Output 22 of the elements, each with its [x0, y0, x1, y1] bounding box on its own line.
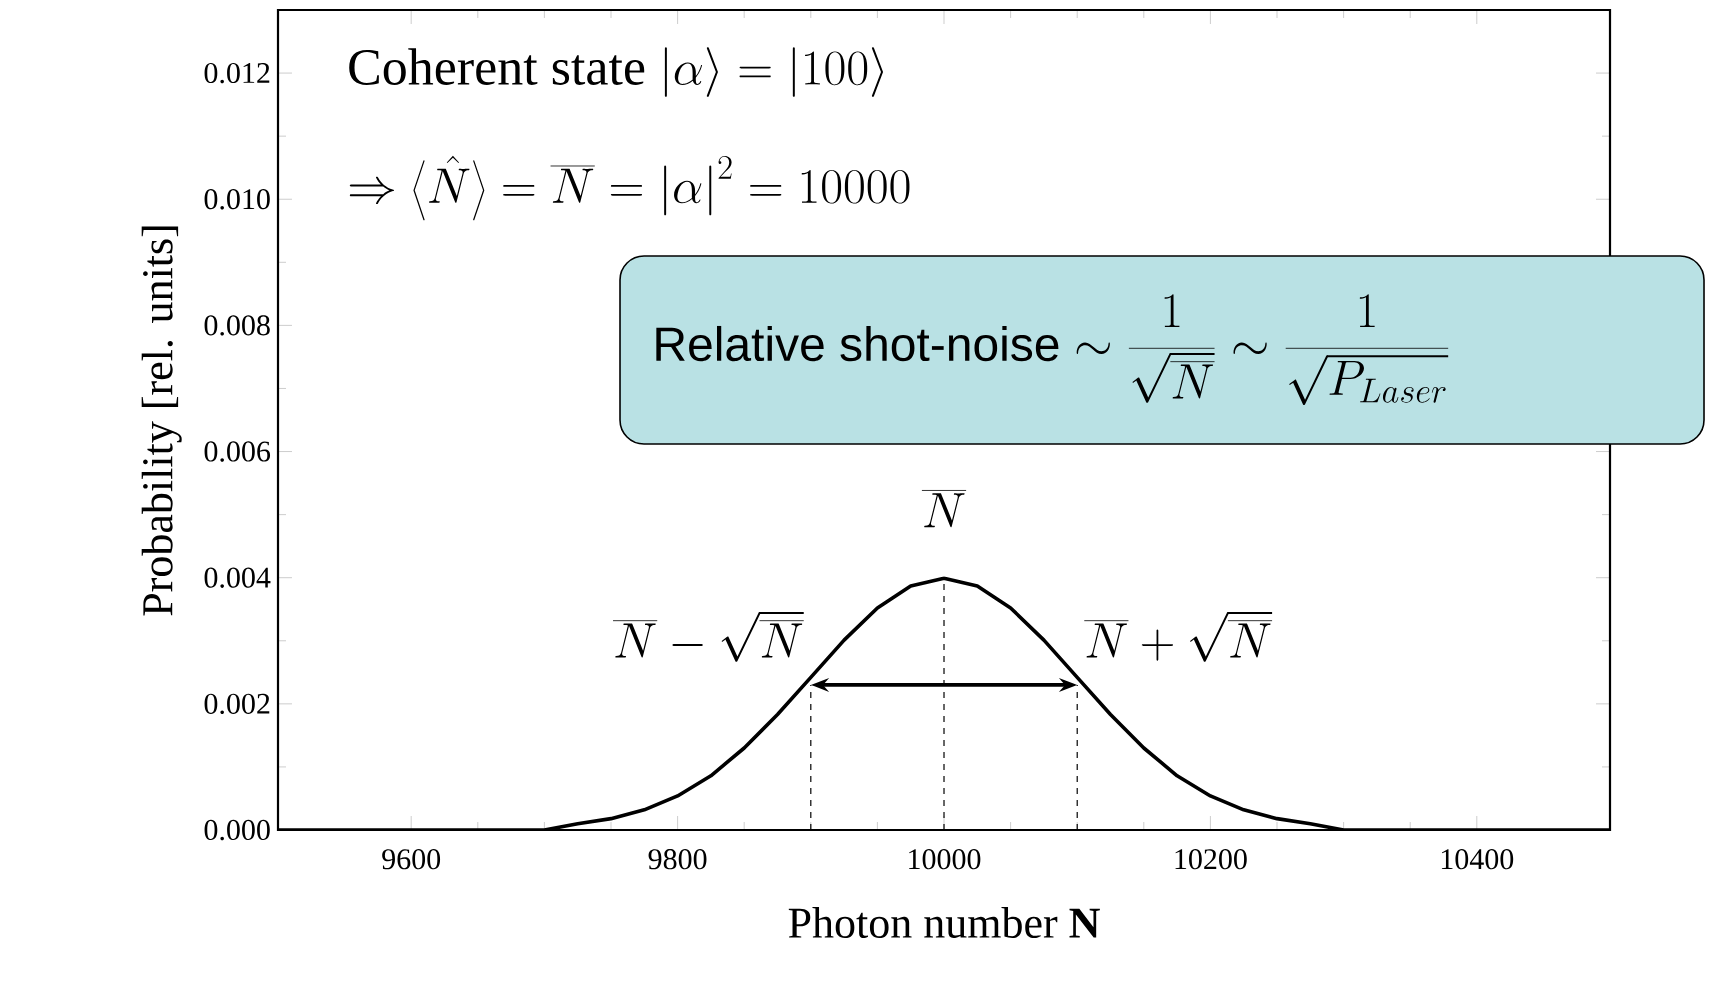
- annotation: Relative shot-noise: [656, 325, 1059, 362]
- y-axis-title: Probability [rel. units]: [141, 226, 182, 616]
- y-tick-label: 0.004: [204, 567, 271, 588]
- annotation: $\overline{N}$: [921, 490, 967, 528]
- y-tick-label: 0.012: [204, 62, 270, 84]
- annotation: $\left|\alpha\right\rangle=\left|100\right\rangle$: [664, 47, 884, 97]
- annotation: $\sim\frac{1}{\sqrt{\overline{N}}}\sim\frac{1}{\sqrt{P_{Laser}}}$: [1076, 294, 1449, 405]
- x-axis-title: Photon number N: [788, 907, 1100, 939]
- x-tick-label: 10200: [1175, 849, 1247, 870]
- annotation: Coherent state: [349, 48, 645, 85]
- annotation: $\overline{N}-\sqrt{\overline{N}}$: [613, 612, 804, 662]
- y-tick-label: 0.002: [204, 693, 270, 715]
- x-tick-label: 9800: [648, 849, 707, 870]
- x-tick-label: 10400: [1441, 849, 1514, 870]
- y-tick-label: 0.010: [204, 189, 270, 210]
- annotation: $\Rightarrow\left\langle\hat{N}\right\rangle=\overline{N}=\left|\alpha\right|^{2}=10000$: [349, 155, 910, 221]
- y-tick-label: 0.006: [204, 441, 271, 462]
- y-tick-label: 0.008: [204, 315, 270, 336]
- x-tick-label: 10000: [909, 849, 981, 870]
- x-tick-label: 9600: [382, 849, 441, 870]
- y-tick-label: 0.000: [204, 819, 270, 841]
- annotation: $\overline{N}+\sqrt{\overline{N}}$: [1084, 612, 1273, 662]
